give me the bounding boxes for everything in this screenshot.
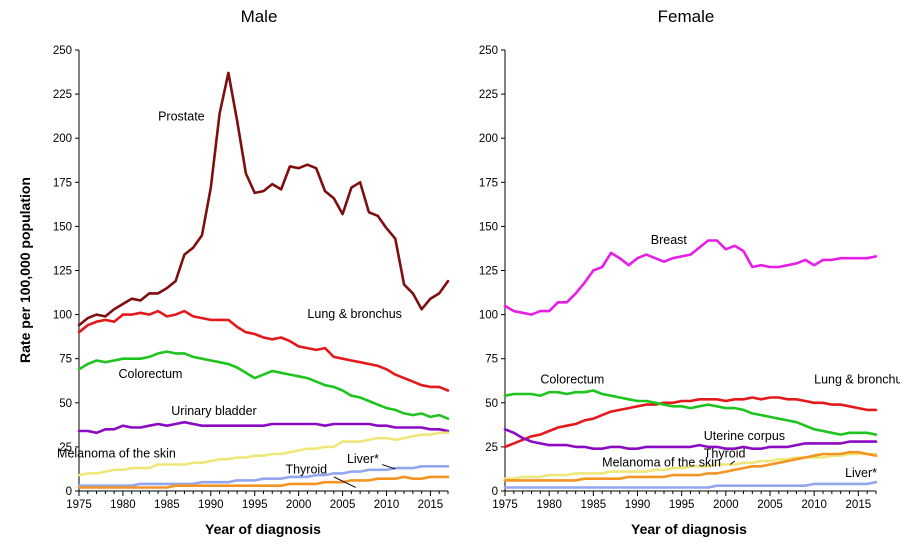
x-tick-label-female: 2000 xyxy=(713,499,739,511)
x-tick-label-female: 1995 xyxy=(669,499,695,511)
panel-title-male: Male xyxy=(241,7,278,26)
y-tick-label-male: 125 xyxy=(53,266,72,278)
y-tick-label-female: 225 xyxy=(479,89,498,101)
panel-title-female: Female xyxy=(658,7,715,26)
series-label-male-urinary-bladder: Urinary bladder xyxy=(171,404,256,418)
series-line-female-breast xyxy=(503,239,878,316)
y-tick-label-male: 200 xyxy=(53,133,72,145)
y-tick-label-female: 150 xyxy=(479,221,498,233)
series-line-male-prostate xyxy=(77,71,450,327)
y-tick-label-male: 100 xyxy=(53,310,72,322)
series-label-female-breast: Breast xyxy=(651,233,688,247)
y-tick-label-female: 125 xyxy=(479,266,498,278)
series-line-female-uterine-corpus xyxy=(503,427,878,451)
series-label-female-colorectum: Colorectum xyxy=(540,372,604,386)
series-line-female-lung-bronchus xyxy=(503,396,878,449)
series-label-male-prostate: Prostate xyxy=(158,110,205,124)
series-line-female-thyroid xyxy=(503,450,878,482)
series-line-male-urinary-bladder xyxy=(77,420,450,435)
y-tick-label-male: 175 xyxy=(53,177,72,189)
series-label-female-liver: Liver* xyxy=(845,466,877,480)
x-tick-label-male: 2015 xyxy=(418,499,444,511)
x-tick-label-female: 1980 xyxy=(536,499,562,511)
y-tick-label-female: 50 xyxy=(485,398,498,410)
x-tick-label-female: 2005 xyxy=(757,499,783,511)
series-label-male-thyroid: Thyroid xyxy=(285,462,327,476)
x-tick-label-female: 2010 xyxy=(801,499,827,511)
x-tick-label-male: 1980 xyxy=(110,499,136,511)
series-line-female-colorectum xyxy=(503,389,878,436)
x-tick-label-female: 1985 xyxy=(581,499,607,511)
y-tick-label-female: 0 xyxy=(492,486,498,498)
y-tick-label-female: 200 xyxy=(479,133,498,145)
leader-line-liver-male xyxy=(381,464,396,470)
series-line-female-melanoma-of-the-skin xyxy=(503,452,878,481)
x-tick-label-male: 1990 xyxy=(198,499,224,511)
x-tick-label-female: 1990 xyxy=(625,499,651,511)
series-line-male-melanoma-of-the-skin xyxy=(77,431,450,477)
series-label-male-lung-bronchus: Lung & bronchus xyxy=(307,307,402,321)
y-tick-label-female: 25 xyxy=(485,442,498,454)
x-tick-label-male: 1985 xyxy=(154,499,180,511)
series-label-female-uterine-corpus: Uterine corpus xyxy=(704,429,785,443)
y-tick-label-male: 50 xyxy=(59,398,72,410)
series-label-female-lung-bronchus: Lung & bronchus xyxy=(814,372,900,386)
x-tick-label-female: 1975 xyxy=(492,499,518,511)
x-tick-label-male: 2010 xyxy=(374,499,400,511)
x-tick-label-male: 1995 xyxy=(242,499,268,511)
leader-line-thyroid-male xyxy=(333,476,356,488)
y-tick-label-female: 100 xyxy=(479,310,498,322)
x-tick-label-male: 1975 xyxy=(66,499,92,511)
x-tick-label-male: 2005 xyxy=(330,499,356,511)
y-tick-label-female: 175 xyxy=(479,177,498,189)
y-tick-label-male: 0 xyxy=(66,486,72,498)
y-tick-label-male: 25 xyxy=(59,442,72,454)
y-tick-label-female: 75 xyxy=(485,354,498,366)
series-label-male-liver: Liver* xyxy=(347,452,379,466)
x-tick-label-male: 2000 xyxy=(286,499,312,511)
x-axis-title-male: Year of diagnosis xyxy=(205,521,321,537)
series-line-male-liver xyxy=(77,464,450,488)
leader-line-thyroid-female xyxy=(729,460,735,465)
series-line-female-liver xyxy=(503,480,878,489)
series-line-male-lung-bronchus xyxy=(77,309,450,392)
x-axis-title-female: Year of diagnosis xyxy=(631,521,747,537)
y-tick-label-male: 250 xyxy=(53,45,72,57)
x-tick-label-female: 2015 xyxy=(846,499,872,511)
series-label-male-colorectum: Colorectum xyxy=(119,367,183,381)
y-tick-label-female: 250 xyxy=(479,45,498,57)
y-tick-label-male: 150 xyxy=(53,221,72,233)
series-line-male-thyroid xyxy=(77,475,450,489)
y-tick-label-male: 225 xyxy=(53,89,72,101)
y-tick-label-male: 75 xyxy=(59,354,72,366)
panel-male: Male Year of diagnosis 0 25 50 75 100 125 150 1… xyxy=(53,7,450,537)
series-line-male-colorectum xyxy=(77,350,450,421)
y-axis-title: Rate per 100,000 population xyxy=(17,177,33,363)
series-label-male-melanoma-of-the-skin: Melanoma of the skin xyxy=(57,446,176,460)
series-label-female-thyroid: Thyroid xyxy=(704,446,746,460)
series-label-female-melanoma-of-the-skin: Melanoma of the skin xyxy=(602,455,721,469)
panel-female: Female Year of diagnosis 0 25 50 75 100 125 15… xyxy=(479,7,900,537)
